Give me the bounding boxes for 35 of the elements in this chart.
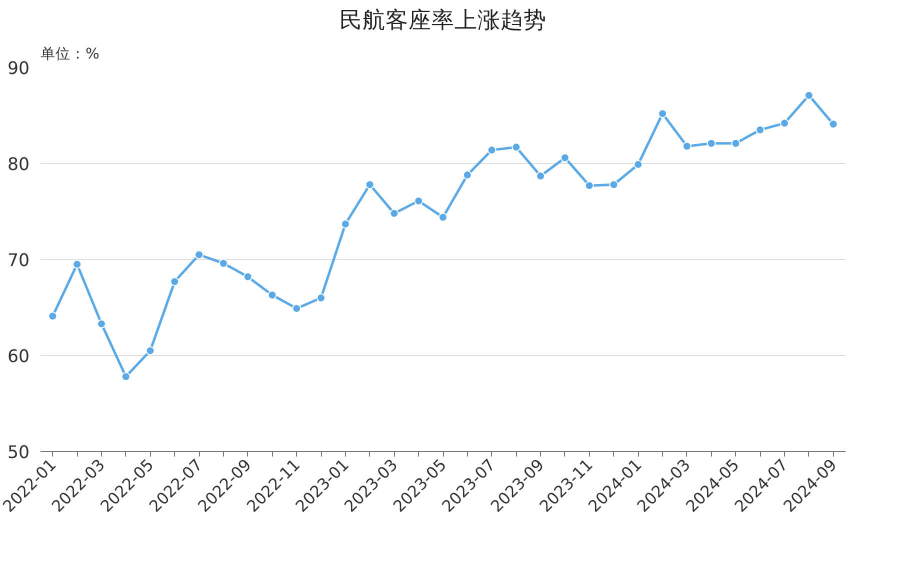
y-tick-label: 80 (7, 155, 30, 175)
point (682, 142, 692, 151)
y-tick-label: 50 (7, 443, 30, 463)
point (72, 260, 82, 269)
y-tick-label: 90 (7, 59, 30, 79)
point (584, 181, 594, 190)
point (634, 160, 643, 169)
point (804, 90, 814, 100)
point (756, 125, 765, 134)
y-axis-title: 单位：% (40, 46, 100, 62)
y-tick-label: 70 (7, 251, 30, 271)
point (48, 312, 58, 321)
point (780, 118, 790, 128)
point (828, 120, 838, 129)
point (243, 272, 252, 282)
point (194, 250, 204, 260)
point (170, 277, 180, 286)
point (121, 372, 130, 382)
chart-title: 民航客座率上涨趋势 (340, 8, 546, 34)
point (609, 180, 618, 190)
point (365, 180, 374, 190)
y-tick-label: 60 (7, 347, 30, 367)
point (706, 138, 716, 148)
point (146, 346, 155, 356)
point (390, 208, 399, 218)
point (512, 142, 521, 152)
point (536, 171, 546, 180)
point (560, 153, 570, 162)
point (462, 170, 472, 180)
point (438, 212, 448, 222)
point (340, 219, 350, 228)
point (487, 146, 496, 155)
point (658, 109, 668, 118)
point (731, 138, 740, 148)
point (218, 258, 228, 268)
